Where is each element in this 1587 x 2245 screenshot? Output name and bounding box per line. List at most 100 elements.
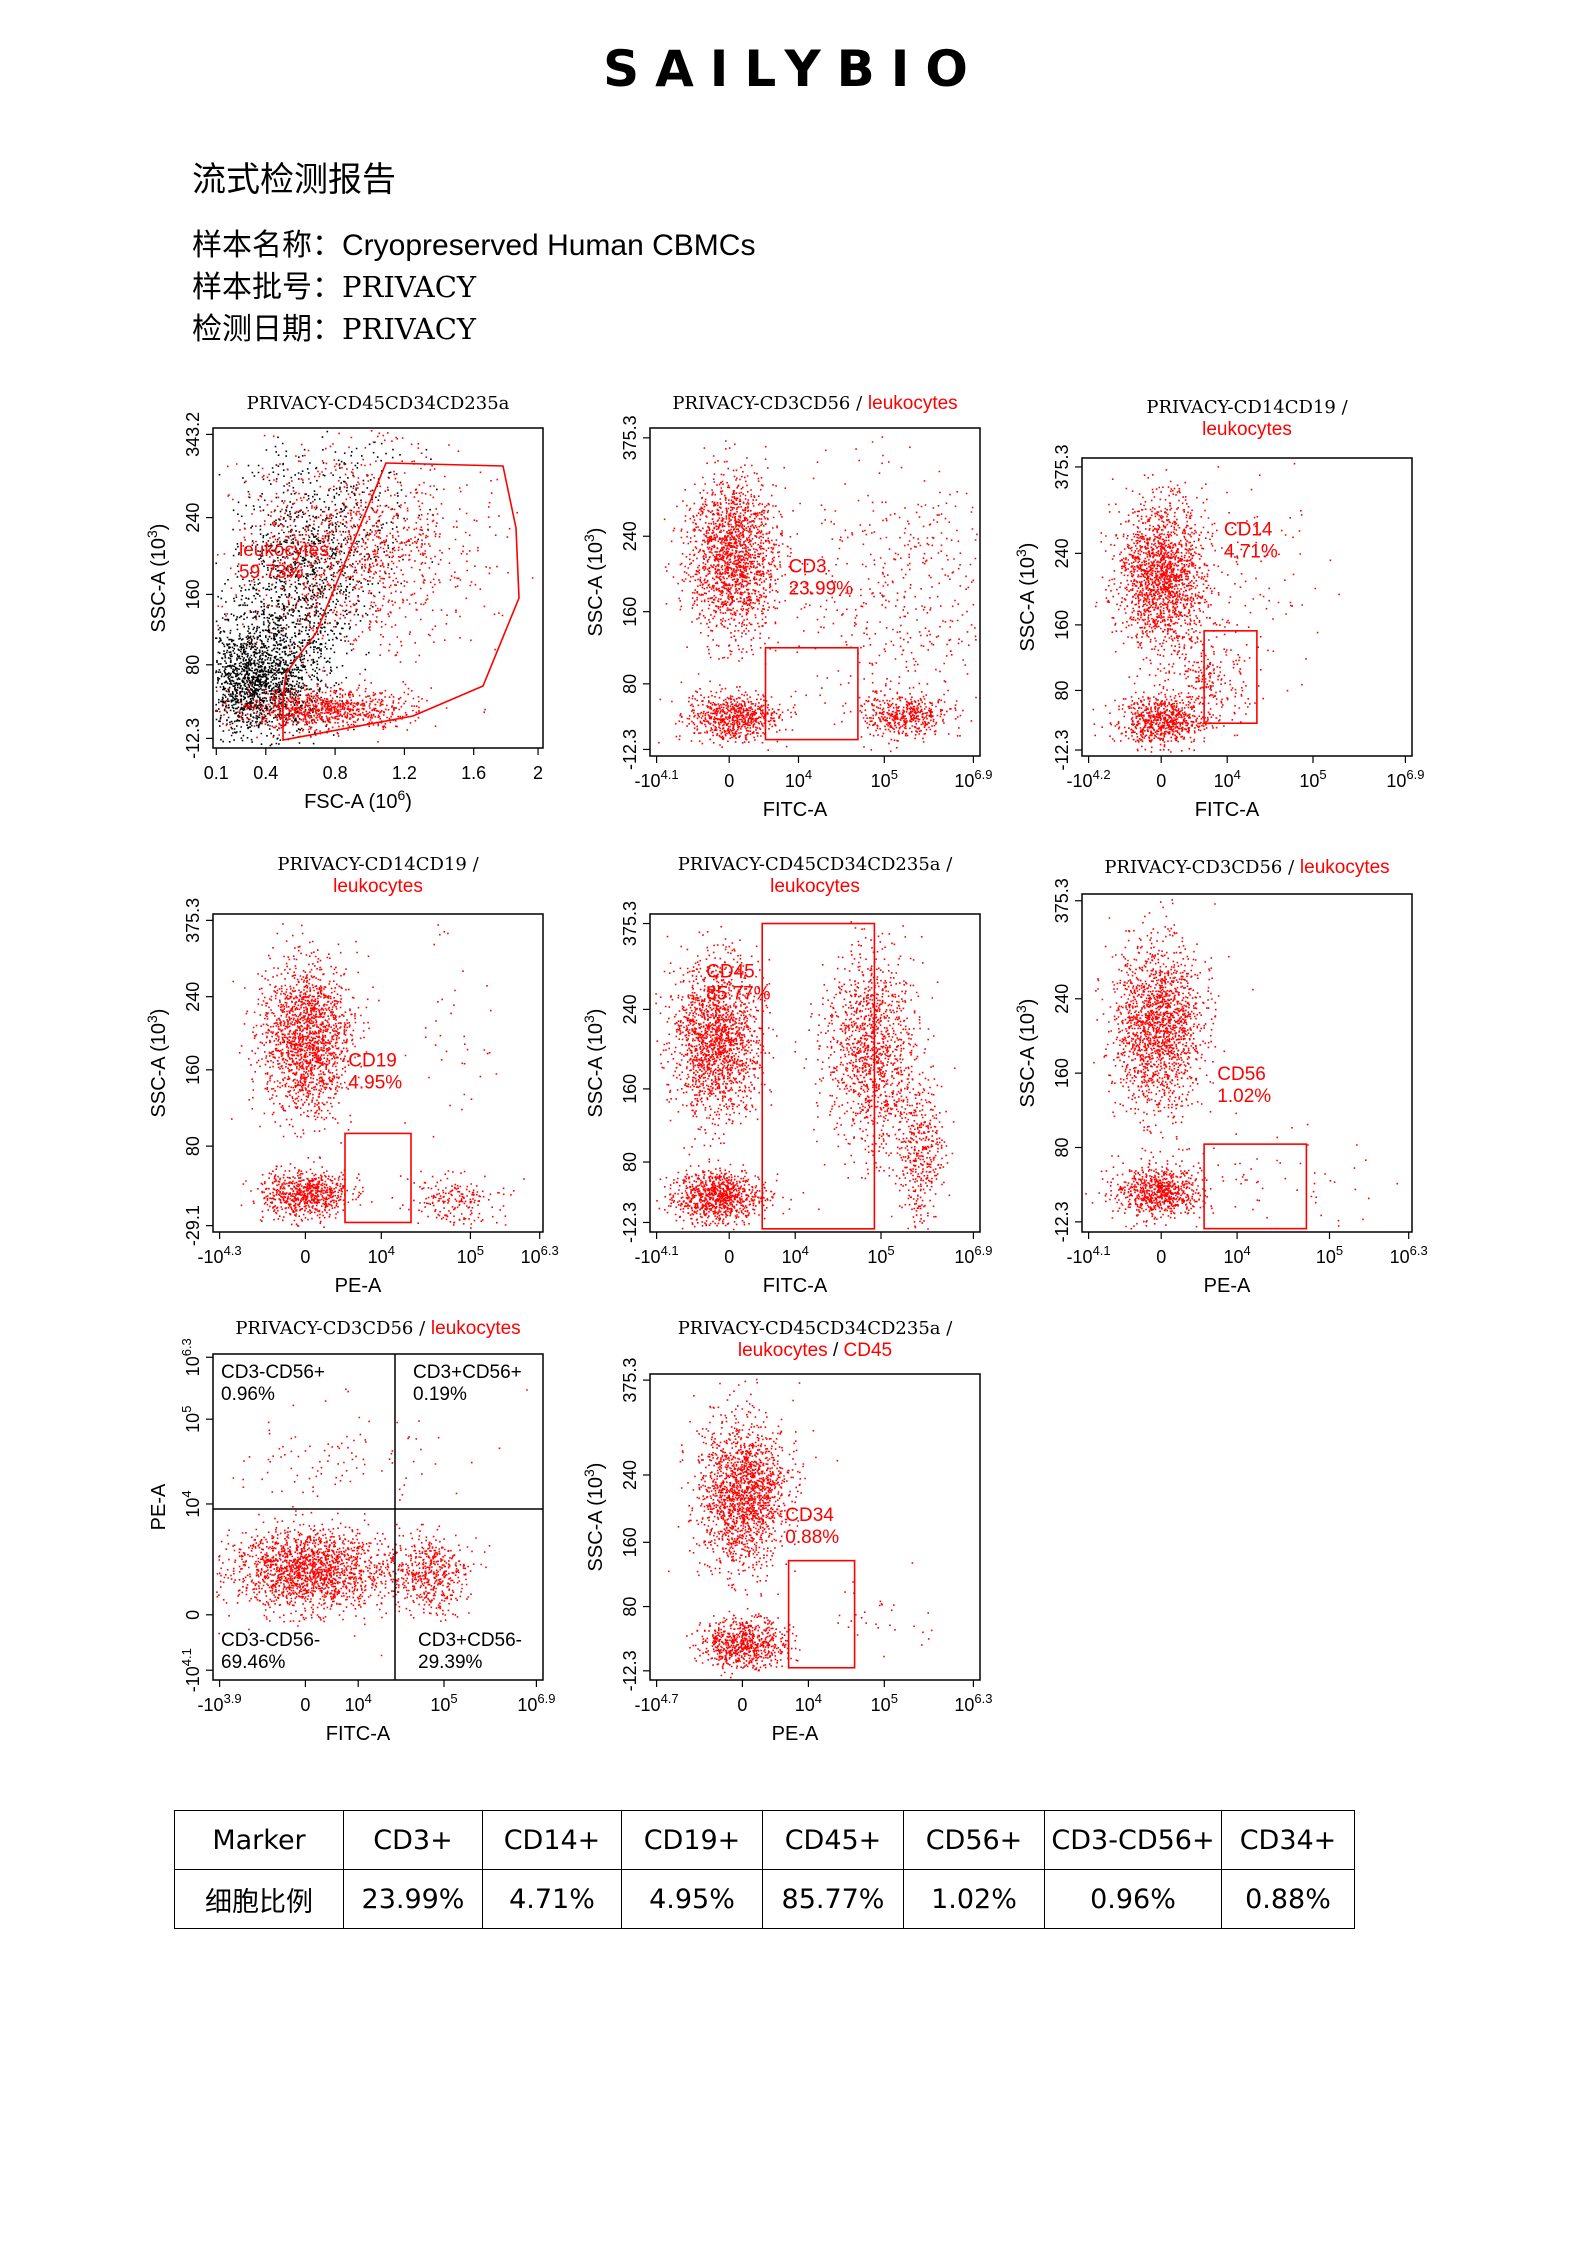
tick-label: 106.9	[517, 1691, 555, 1715]
gate-percent: 23.99%	[789, 578, 854, 599]
tick-label-text: 106.9	[517, 1691, 555, 1715]
tick-label: 375.3	[1052, 444, 1072, 489]
tick-label-text: 375.3	[1052, 878, 1072, 923]
quadrant-percent: 0.19%	[413, 1384, 467, 1405]
tick-label-text: 160	[183, 1055, 203, 1085]
tick-label: -104.1	[1067, 1243, 1111, 1267]
flow-plot: PRIVACY-CD45CD34CD235a / leukocytes -104.…	[581, 854, 992, 1297]
marker-cell: CD3+	[343, 1810, 483, 1870]
plot-frame	[212, 1353, 544, 1681]
x-axis-label: PE-A	[335, 1275, 382, 1297]
event-cluster	[656, 1158, 791, 1227]
tick-label-text: 160	[1052, 1058, 1072, 1088]
tick-label: 0	[300, 1247, 310, 1267]
tick-label-text: 80	[1052, 680, 1072, 700]
tick-label-text: -104.2	[1067, 767, 1111, 791]
date-label: 检测日期：	[192, 312, 342, 347]
gate-percent: 0.88%	[785, 1527, 839, 1548]
tick-label: 105	[867, 1243, 894, 1267]
tick-label-text: 104	[1223, 1243, 1250, 1267]
tick-label-text: -12.3	[620, 1650, 640, 1691]
quadrant-percent: 29.39%	[418, 1652, 483, 1673]
tick-label: 80	[1052, 1137, 1072, 1157]
x-axis-label-text: FITC-A	[326, 1723, 391, 1745]
quadrant-name: CD3+CD56-	[418, 1630, 522, 1651]
tick-label: 375.3	[620, 415, 640, 460]
results-table: Marker CD3+ CD14+ CD19+ CD45+ CD56+ CD3-…	[174, 1810, 1355, 1929]
value-cell: 1.02%	[903, 1869, 1045, 1929]
y-axis-label-text: SSC-A (103)	[144, 524, 170, 633]
tick-label-text: 343.2	[183, 412, 203, 457]
tick-label-text: -12.3	[620, 729, 640, 770]
gate-rect	[344, 1132, 412, 1224]
brand-logo: SAILYBIO	[603, 40, 984, 98]
tick-label: 160	[620, 1527, 640, 1557]
tick-label-text: 0.1	[204, 763, 229, 783]
event-cluster	[1091, 1150, 1215, 1230]
tick-label: 160	[1052, 610, 1072, 640]
batch-value: PRIVACY	[342, 270, 477, 304]
tick-label: -12.3	[620, 729, 640, 770]
gate-name: CD14	[1224, 519, 1273, 540]
event-cluster	[1093, 899, 1254, 1173]
event-cluster	[215, 565, 343, 747]
tick-label-text: 0	[724, 1247, 734, 1267]
event-cluster	[663, 440, 807, 727]
gate-name: CD34	[785, 1505, 834, 1526]
event-cluster	[837, 1562, 933, 1658]
tick-label-text: -104.1	[1067, 1243, 1111, 1267]
tick-label-text: 80	[1052, 1137, 1072, 1157]
date-line: 检测日期：PRIVACY	[192, 304, 476, 348]
date-value: PRIVACY	[342, 312, 477, 346]
tick-label: 0	[1156, 771, 1166, 791]
x-axis-label-text: FITC-A	[763, 799, 828, 821]
tick-label-text: 104	[785, 767, 812, 791]
gate-percent: 59.73%	[239, 562, 304, 583]
tick-label: -12.3	[1052, 1201, 1072, 1242]
tick-label-text: 80	[620, 674, 640, 694]
tick-label: 105	[871, 1691, 898, 1715]
flow-plot: PRIVACY-CD14CD19 / leukocytes -104.2 0 104 1…	[1013, 397, 1424, 821]
gate-rect	[1203, 1143, 1308, 1230]
tick-label: 375.3	[183, 898, 203, 943]
tick-label: 0	[724, 771, 734, 791]
quadrant-percent: 0.96%	[221, 1384, 275, 1405]
x-axis-label: FITC-A	[1195, 799, 1260, 821]
tick-label-text: 104	[179, 1490, 203, 1517]
x-axis-label-text: PE-A	[1204, 1275, 1251, 1297]
tick-label-text: 104	[368, 1243, 395, 1267]
marker-cell: CD19+	[621, 1810, 763, 1870]
tick-label: 240	[620, 1460, 640, 1490]
tick-label: 0.8	[323, 763, 348, 783]
batch-label: 样本批号：	[192, 270, 342, 305]
marker-cell: CD14+	[482, 1810, 622, 1870]
y-axis-label: SSC-A (103)	[1013, 543, 1039, 652]
y-axis-label: SSC-A (103)	[144, 1009, 170, 1118]
tick-label-text: 104	[345, 1691, 372, 1715]
tick-label-text: 240	[620, 521, 640, 551]
value-cell: 4.95%	[621, 1869, 763, 1929]
gate-percent: 4.95%	[348, 1073, 402, 1094]
event-cluster	[655, 925, 812, 1166]
tick-label-text: 106.3	[521, 1243, 559, 1267]
tick-label-text: 80	[183, 655, 203, 675]
tick-label-text: 160	[183, 579, 203, 609]
plot-title-parent: leukocytes	[770, 876, 860, 897]
flow-plot: PRIVACY-CD3CD56 / leukocytes -104.1 0 104 10…	[581, 393, 992, 821]
gate-rect	[761, 922, 876, 1230]
quadrant-percent: 69.46%	[221, 1652, 286, 1673]
y-axis-label: SSC-A (103)	[144, 524, 170, 633]
tick-label: 105	[457, 1243, 484, 1267]
quadrant-name: CD3-CD56+	[221, 1362, 325, 1383]
tick-label: 240	[620, 994, 640, 1024]
tick-label-text: 375.3	[1052, 444, 1072, 489]
tick-label: 1.6	[461, 763, 486, 783]
tick-label-text: 80	[183, 1136, 203, 1156]
batch-line: 样本批号：PRIVACY	[192, 262, 476, 306]
tick-label-text: 106.3	[179, 1338, 203, 1376]
tick-label: -29.1	[183, 1205, 203, 1246]
tick-label-text: -104.1	[179, 1648, 203, 1692]
tick-label-text: 106.9	[954, 767, 992, 791]
tick-label-text: 105	[867, 1243, 894, 1267]
tick-label-text: 375.3	[620, 901, 640, 946]
